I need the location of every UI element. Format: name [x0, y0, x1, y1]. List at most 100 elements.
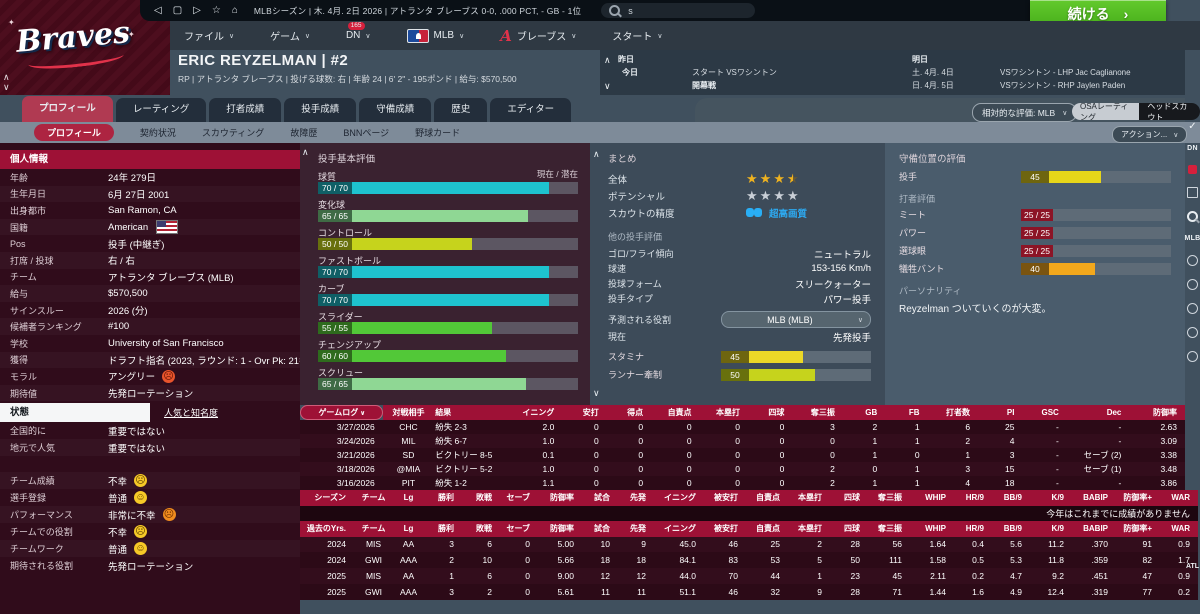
search-input[interactable] — [626, 4, 731, 17]
info-row[interactable]: 国籍 American — [0, 219, 300, 236]
roster-icon[interactable] — [1187, 187, 1198, 198]
cell: 4 — [965, 478, 971, 488]
subtab-scouting[interactable]: スカウティング — [201, 128, 265, 138]
schedule-down-icon[interactable]: ∨ — [604, 81, 611, 91]
menu-bar: ファイル ∨ ゲーム ∨ 165 DN ∨ MLB ∨ A ブレーブス ∨ スタート ∨ — [170, 21, 1200, 50]
menu-start[interactable]: スタート ∨ — [612, 32, 663, 43]
check-icon[interactable]: ✓ — [1188, 121, 1197, 132]
atl-shortcut[interactable]: ATL — [1185, 563, 1200, 570]
chevron-down-icon: ∨ — [1173, 131, 1179, 139]
cell: 3 — [1009, 450, 1015, 460]
info-row[interactable]: 給与 $570,500 — [0, 285, 300, 302]
table-row[interactable]: 3/27/2026 CHC 紛失 2-3 2.0 0 0 0 0 0 3 2 1 6 25 - - 2.63 — [300, 420, 1185, 434]
info-row[interactable]: チームワーク 普通 ☺ — [0, 540, 300, 557]
projected-role-dropdown[interactable]: MLB (MLB) ∨ — [721, 311, 871, 328]
tab-pitching-stats[interactable]: 投手成績 — [284, 98, 357, 122]
tab-editor[interactable]: エディター — [490, 98, 572, 122]
back-icon[interactable]: ◁ — [154, 5, 162, 16]
forward-icon[interactable]: ▷ — [193, 5, 201, 16]
tab-history[interactable]: 歴史 — [434, 98, 488, 122]
subtab-bnn-page[interactable]: BNNページ — [343, 128, 390, 138]
info-row[interactable]: 出身都市 San Ramon, CA — [0, 202, 300, 219]
info-row[interactable]: 選手登録 普通 ☺ — [0, 489, 300, 506]
status-tab[interactable]: 状態 — [0, 403, 150, 423]
table-row[interactable]: 2024 MIS AA 3 6 0 5.00 10 9 45.0 46 25 2 28 56 1.64 0.4 5… — [300, 536, 1198, 553]
info-row[interactable]: 獲得 ドラフト指名 (2023, ラウンド: 1 - Ovr Pk: 21番目) — [0, 352, 321, 369]
info-row[interactable]: 生年月日 6月 27日 2001 — [0, 186, 300, 203]
window-icon[interactable]: ▢ — [172, 5, 183, 16]
info-value: 普通 — [108, 544, 128, 556]
tab-fielding-stats[interactable]: 守備成績 — [359, 98, 432, 122]
info-row[interactable]: 期待値 先発ローテーション — [0, 385, 300, 402]
column-header: HR/9 — [954, 520, 992, 537]
subtab-injury-history[interactable]: 故障歴 — [290, 128, 318, 138]
info-row[interactable]: 年齢 24年 279日 — [0, 169, 300, 186]
subtab-contract[interactable]: 契約状況 — [139, 128, 176, 138]
info-row[interactable]: 候補者ランキング #100 — [0, 318, 300, 335]
info-row[interactable]: モラル アングリー ☹ — [0, 368, 300, 385]
star-icon: ★ — [746, 188, 758, 203]
status-rows: 全国的に 重要ではない 地元で人気 重要ではない チーム成績 不幸 ☹ 選手登録 普通 ☺ パフォー… — [0, 422, 300, 574]
today-label: 今日 — [622, 68, 638, 77]
game-log-header[interactable]: ゲームログ対戦相手結果イニング安打得点自責点本塁打四球奪三振GBFB打者数PIG… — [300, 405, 1185, 420]
table-row[interactable]: 2025 GWI AAA 3 2 0 5.61 11 11 51.1 46 32 9 28 71 1.44 1.… — [300, 583, 1198, 600]
tab-profile[interactable]: プロフィール — [22, 96, 113, 122]
panel-scroll-up-icon[interactable]: ∧ — [302, 147, 309, 157]
subtab-profile[interactable]: プロフィール — [34, 124, 114, 141]
tab-ratings[interactable]: レーティング — [115, 98, 207, 122]
table-row[interactable]: 3/24/2026 MIL 紛失 6-7 1.0 0 0 0 0 0 0 1 1 2 4 - - 3.09 — [300, 434, 1185, 448]
rating-item: 選球眼 25 / 25 — [899, 244, 1171, 257]
table-row[interactable]: 3/16/2026 PIT 紛失 1-2 1.1 0 0 0 0 0 2 1 1 4 18 - - 3.86 — [300, 476, 1185, 490]
info-row[interactable]: 学校 University of San Francisco — [0, 335, 300, 352]
table-row[interactable]: 3/21/2026 SD ビクトリー 8-5 0.1 0 0 0 0 0 0 1 0 1 3 - セーブ (2… — [300, 448, 1185, 462]
subtab-baseball-card[interactable]: 野球カード — [415, 128, 461, 138]
cell: 1 — [817, 571, 822, 582]
menu-game[interactable]: ゲーム ∨ — [270, 32, 310, 43]
table-row[interactable]: 2025 MIS AA 1 6 0 9.00 12 12 44.0 70 44 1 23 45 2.11 0.2… — [300, 568, 1198, 584]
search-box[interactable] — [601, 3, 756, 18]
info-label: 国籍 — [10, 222, 29, 233]
player-nav-arrows[interactable]: ∧ ∨ — [3, 72, 10, 92]
circle-icon[interactable] — [1187, 351, 1198, 362]
table-row[interactable]: 3/18/2026 @MIA ビクトリー 5-2 1.0 0 0 0 0 0 2 0 1 3 15 - セーブ… — [300, 462, 1185, 476]
info-row[interactable]: 打席 / 投球 右 / 右 — [0, 252, 300, 269]
popularity-link[interactable]: 人気と知名度 — [164, 408, 219, 419]
dn-shortcut[interactable]: DN — [1187, 145, 1198, 152]
table-row[interactable]: 2024 GWI AAA 2 10 0 5.66 18 18 84.1 83 53 5 50 111 1.58… — [300, 552, 1198, 569]
schedule-up-icon[interactable]: ∧ — [604, 55, 611, 65]
menu-file[interactable]: ファイル ∨ — [184, 32, 235, 43]
osa-ratings-toggle[interactable]: OSAレーティング — [1072, 103, 1140, 120]
search-icon[interactable] — [1187, 211, 1198, 222]
info-row[interactable]: チーム成績 不幸 ☹ — [0, 472, 300, 489]
menu-dn[interactable]: 165 DN ∨ — [345, 22, 371, 41]
menu-mlb[interactable]: MLB ∨ — [406, 28, 464, 43]
circle-icon[interactable] — [1187, 279, 1198, 290]
info-row[interactable]: チーム アトランタ ブレーブス (MLB) — [0, 269, 300, 286]
pitching-ratings-panel: ∧ 投手基本評価 現在 / 潜在 球質 70 / 70 変化球 65 / 65 コントロ… — [300, 143, 590, 405]
info-row[interactable]: Pos 投手 (中継ぎ) — [0, 235, 300, 252]
cell: 0 — [872, 464, 878, 474]
alert-badge-icon[interactable] — [1188, 165, 1197, 174]
mlb-shortcut[interactable]: MLB — [1184, 235, 1200, 242]
circle-icon[interactable] — [1187, 303, 1198, 314]
head-scout-toggle[interactable]: ヘッドスカウト — [1139, 103, 1200, 120]
action-dropdown[interactable]: アクション... ∨ — [1112, 126, 1188, 143]
info-row[interactable]: 全国的に 重要ではない — [0, 422, 300, 439]
relative-eval-dropdown[interactable]: 相対的な評価: MLB ∨ — [972, 103, 1078, 122]
home-icon[interactable]: ⌂ — [231, 5, 238, 16]
panel-scroll-down-icon[interactable]: ∨ — [593, 388, 600, 398]
menu-braves[interactable]: A ブレーブス ∨ — [500, 26, 577, 45]
panel-scroll-up-icon[interactable]: ∧ — [593, 149, 600, 159]
info-row[interactable]: パフォーマンス 非常に不幸 ☹ — [0, 506, 300, 523]
favorite-icon[interactable]: ☆ — [211, 5, 221, 16]
circle-icon[interactable] — [1187, 255, 1198, 266]
cell: 2 — [965, 436, 971, 446]
cell: 0 — [735, 422, 740, 432]
circle-icon[interactable] — [1187, 327, 1198, 338]
info-row[interactable]: 期待される役割 先発ローテーション — [0, 557, 300, 574]
info-row[interactable]: チームでの役割 不幸 ☹ — [0, 523, 300, 540]
tab-batting-stats[interactable]: 打者成績 — [209, 98, 282, 122]
info-row[interactable]: サインスルー 2026 (分) — [0, 302, 300, 319]
info-row[interactable]: 地元で人気 重要ではない — [0, 439, 300, 456]
